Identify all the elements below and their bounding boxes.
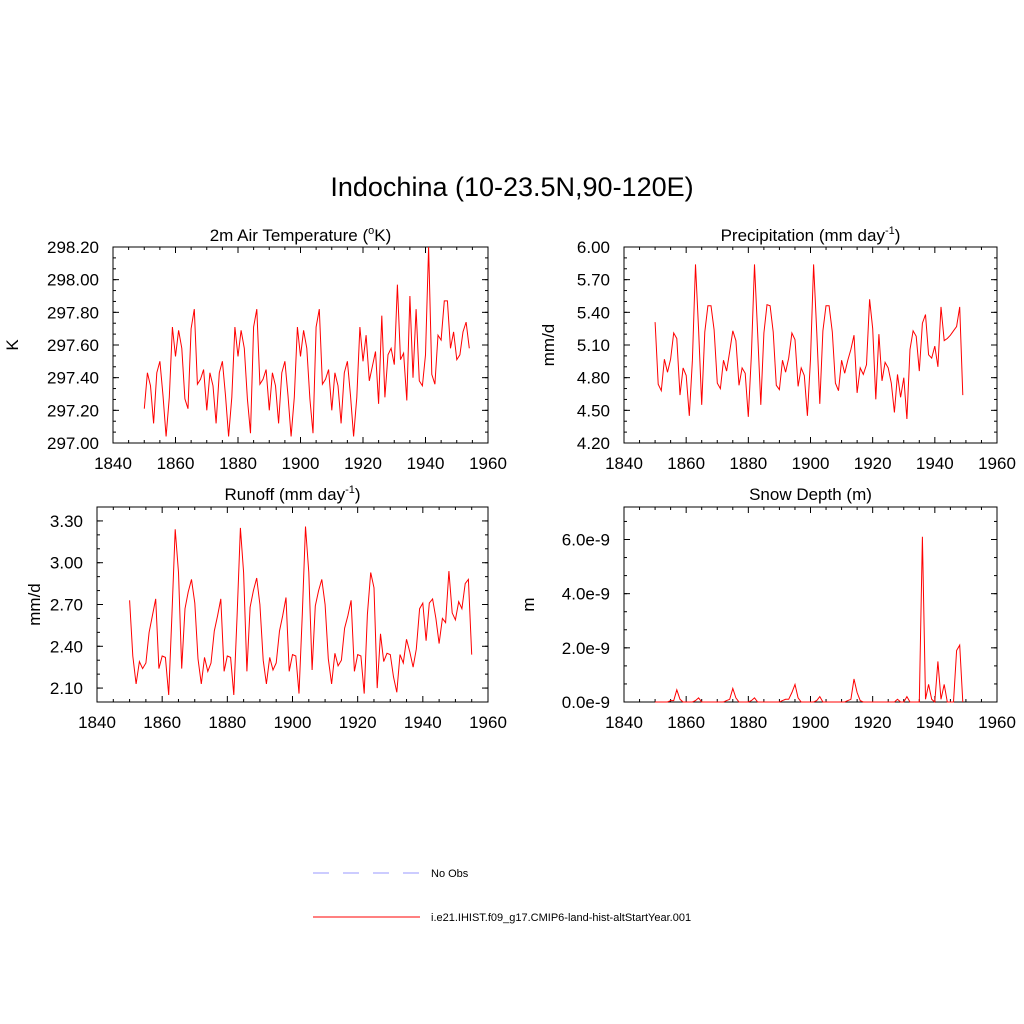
panel-title: Snow Depth (m) (749, 485, 872, 504)
y-tick-label: 0.0e-9 (562, 693, 610, 712)
x-tick-label: 1940 (404, 713, 442, 732)
legend-item-model-run: i.e21.IHIST.f09_g17.CMIP6-land-hist-altS… (313, 912, 691, 924)
x-tick-label: 1960 (978, 713, 1016, 732)
figure-title: Indochina (10-23.5N,90-120E) (330, 172, 694, 202)
x-tick-label: 1920 (344, 454, 382, 473)
x-tick-label: 1900 (792, 454, 830, 473)
y-tick-label: 6.0e-9 (562, 531, 610, 550)
y-axis-label: mm/d (539, 324, 558, 367)
y-tick-label: 2.40 (50, 637, 83, 656)
y-tick-label: 297.20 (47, 401, 99, 420)
y-tick-label: 298.00 (47, 271, 99, 290)
x-tick-label: 1880 (729, 713, 767, 732)
y-axis-label: K (3, 339, 22, 351)
y-tick-label: 5.70 (577, 271, 610, 290)
y-tick-label: 297.80 (47, 303, 99, 322)
series-line-snow-depth (655, 536, 964, 704)
x-tick-label: 1900 (792, 713, 830, 732)
plot-frame-runoff (96, 506, 489, 703)
x-tick-label: 1920 (339, 713, 377, 732)
x-tick-label: 1960 (469, 713, 507, 732)
x-tick-label: 1940 (916, 454, 954, 473)
x-tick-label: 1940 (916, 713, 954, 732)
x-tick-label: 1840 (605, 713, 643, 732)
series-line-air-temperature (143, 246, 470, 437)
y-tick-label: 6.00 (577, 238, 610, 257)
x-tick-label: 1960 (469, 454, 507, 473)
y-tick-label: 4.80 (577, 369, 610, 388)
x-tick-label: 1860 (143, 713, 181, 732)
y-tick-label: 297.40 (47, 369, 99, 388)
y-tick-label: 4.20 (577, 434, 610, 453)
legend-label-no-obs: No Obs (431, 868, 469, 880)
x-tick-label: 1920 (854, 454, 892, 473)
x-tick-label: 1860 (667, 454, 705, 473)
y-tick-label: 5.40 (577, 303, 610, 322)
series-line-precipitation (654, 264, 964, 420)
x-tick-label: 1860 (157, 454, 195, 473)
x-tick-label: 1900 (282, 454, 320, 473)
y-tick-label: 298.20 (47, 238, 99, 257)
series-line-runoff (129, 526, 473, 696)
panel-title: Runoff (mm day-1) (224, 484, 360, 504)
x-tick-label: 1840 (94, 454, 132, 473)
y-tick-label: 5.10 (577, 336, 610, 355)
x-tick-label: 1840 (78, 713, 116, 732)
plot-frame-snow-depth (623, 506, 998, 703)
panel-title: Precipitation (mm day-1) (721, 225, 901, 245)
plot-frame-precipitation (623, 246, 998, 444)
y-tick-label: 3.30 (50, 512, 83, 531)
x-tick-label: 1900 (274, 713, 312, 732)
y-axis-label: m (519, 597, 538, 611)
x-tick-label: 1880 (729, 454, 767, 473)
x-tick-label: 1880 (219, 454, 257, 473)
y-axis-label: mm/d (25, 583, 44, 626)
legend-item-no-obs: No Obs (313, 868, 469, 880)
panel-title: 2m Air Temperature (oK) (210, 225, 392, 245)
y-tick-label: 2.10 (50, 679, 83, 698)
y-tick-label: 4.50 (577, 401, 610, 420)
y-tick-label: 3.00 (50, 554, 83, 573)
y-tick-label: 2.0e-9 (562, 639, 610, 658)
y-tick-label: 4.0e-9 (562, 585, 610, 604)
y-tick-label: 2.70 (50, 596, 83, 615)
x-tick-label: 1860 (667, 713, 705, 732)
x-tick-label: 1920 (854, 713, 892, 732)
y-tick-label: 297.60 (47, 336, 99, 355)
y-tick-label: 297.00 (47, 434, 99, 453)
x-tick-label: 1960 (978, 454, 1016, 473)
x-tick-label: 1940 (407, 454, 445, 473)
x-tick-label: 1880 (208, 713, 246, 732)
x-tick-label: 1840 (605, 454, 643, 473)
plot-frame-air-temperature (112, 246, 489, 444)
legend-label-model-run: i.e21.IHIST.f09_g17.CMIP6-land-hist-altS… (431, 912, 691, 924)
